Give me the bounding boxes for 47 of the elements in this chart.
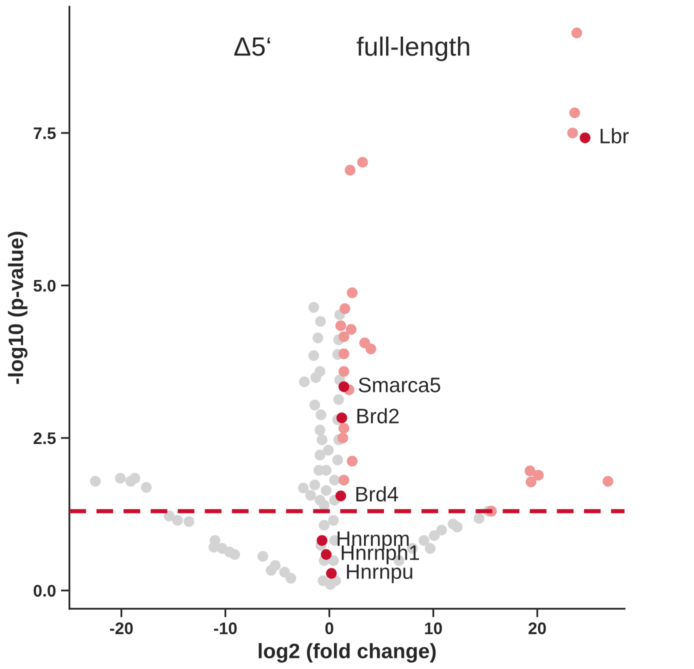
point — [316, 535, 328, 546]
point — [346, 456, 358, 467]
point — [320, 549, 332, 560]
annotation: Lbr — [600, 128, 629, 144]
x-axis-title: log2 (fold change) — [258, 643, 436, 663]
point — [338, 331, 350, 342]
point — [338, 422, 350, 434]
point — [526, 476, 536, 488]
point — [335, 320, 346, 332]
y-tick-label: 5.0 — [34, 280, 56, 292]
point — [338, 348, 350, 360]
x-tick-label: -10 — [214, 622, 237, 634]
annotation: Smarca5 — [358, 378, 440, 392]
point — [340, 303, 350, 314]
point — [359, 337, 370, 348]
y-axis-title: -log10 (p-value) — [8, 232, 28, 384]
point — [326, 568, 337, 579]
x-tick-label: 10 — [425, 622, 442, 634]
annotation: Δ5‘ — [234, 38, 270, 56]
point — [571, 28, 582, 38]
x-tick-label: -20 — [110, 622, 133, 634]
point — [346, 324, 357, 335]
annotation: Hnrnpu — [347, 564, 412, 584]
point — [337, 432, 348, 444]
point — [602, 476, 614, 487]
y-tick-label: 0.0 — [34, 584, 56, 597]
y-tick-label: 7.5 — [34, 128, 56, 140]
annotation: Brd4 — [356, 486, 398, 502]
x-tick-label: 0 — [325, 622, 334, 634]
point — [335, 490, 346, 502]
point — [344, 164, 356, 176]
point — [532, 470, 544, 481]
point — [338, 474, 350, 486]
point — [580, 132, 590, 144]
point — [567, 128, 578, 138]
annotation: Brd2 — [357, 408, 399, 424]
annotation: full-length — [356, 36, 470, 62]
y-tick-label: 2.5 — [34, 432, 56, 444]
x-tick-label: 20 — [528, 622, 546, 634]
point — [524, 466, 536, 476]
point — [338, 381, 350, 392]
point — [336, 412, 348, 424]
point — [346, 287, 358, 298]
point — [569, 107, 580, 118]
point — [357, 156, 368, 168]
point — [338, 366, 350, 377]
point — [366, 344, 376, 354]
